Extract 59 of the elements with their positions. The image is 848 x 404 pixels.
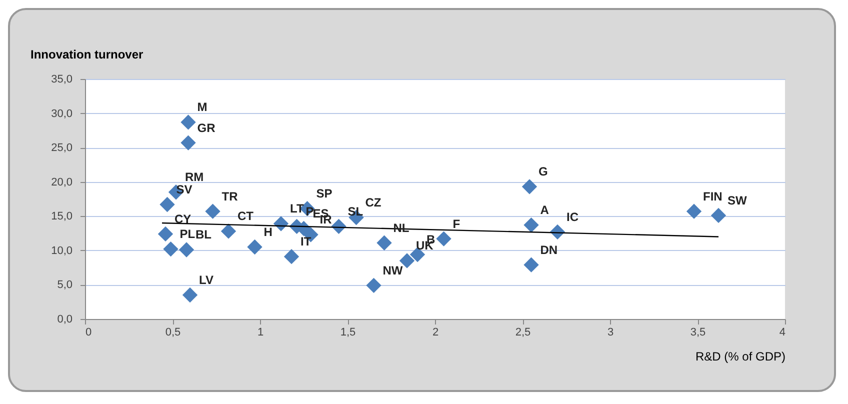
point — [158, 226, 174, 242]
x-tick-label: 2,5 — [515, 326, 531, 338]
x-tick-label: 3 — [607, 326, 614, 338]
point — [686, 204, 702, 219]
x-tick-label: 0 — [86, 326, 92, 338]
point — [247, 239, 262, 255]
point — [180, 114, 196, 130]
point — [710, 208, 726, 224]
point — [524, 217, 539, 233]
annotation: SP — [316, 186, 332, 201]
annotation: LV — [199, 273, 214, 287]
y-tick-label: 15,0 — [51, 210, 72, 223]
x-tick-label: 2 — [432, 326, 439, 338]
annotation: TR — [222, 189, 238, 204]
point — [376, 235, 392, 250]
point — [522, 179, 538, 194]
annotation: NW — [382, 263, 404, 278]
annotation: RM — [185, 170, 204, 184]
point — [182, 287, 198, 303]
x-tick-label: 4 — [779, 326, 786, 338]
y-axis-title: Innovation turnover — [30, 48, 144, 62]
annotation: H — [264, 225, 272, 239]
annotation: F — [452, 216, 460, 231]
y-tick-label: 10,0 — [51, 244, 72, 257]
y-tick-label: 25,0 — [51, 142, 72, 154]
point — [284, 249, 300, 264]
annotation: DN — [540, 242, 558, 257]
annotation: IT — [300, 234, 312, 249]
y-tick-label: 35,0 — [51, 74, 72, 86]
annotation: GR — [197, 120, 216, 135]
y-tick-label: 0,0 — [57, 314, 72, 326]
point — [524, 257, 539, 272]
y-tick-label: 30,0 — [51, 108, 72, 120]
x-tick-label: 1,5 — [340, 326, 356, 338]
annotation: CZ — [365, 196, 382, 210]
point — [220, 224, 236, 239]
point — [178, 242, 194, 258]
x-tick-label: 3,5 — [690, 326, 706, 338]
y-tick-label: 5,0 — [57, 279, 72, 292]
annotation: M — [197, 100, 208, 114]
point — [163, 241, 178, 257]
point — [180, 135, 196, 150]
annotation: FIN — [703, 189, 722, 204]
x-axis-title: R&D (% of GDP) — [695, 350, 786, 364]
point — [366, 278, 382, 293]
y-tick-label: 20,0 — [51, 176, 72, 188]
annotation: PL — [180, 227, 196, 242]
annotation: IC — [566, 210, 579, 224]
annotation: CY — [174, 212, 192, 226]
annotation: SW — [728, 193, 748, 208]
annotation: BL — [196, 228, 212, 242]
x-tick-label: 0,5 — [165, 326, 181, 338]
annotation: A — [540, 203, 550, 218]
annotation: CT — [238, 209, 254, 224]
annotation: G — [538, 164, 548, 179]
point — [205, 204, 220, 219]
x-tick-label: 1 — [257, 326, 264, 338]
point — [436, 231, 452, 246]
point — [160, 196, 175, 212]
